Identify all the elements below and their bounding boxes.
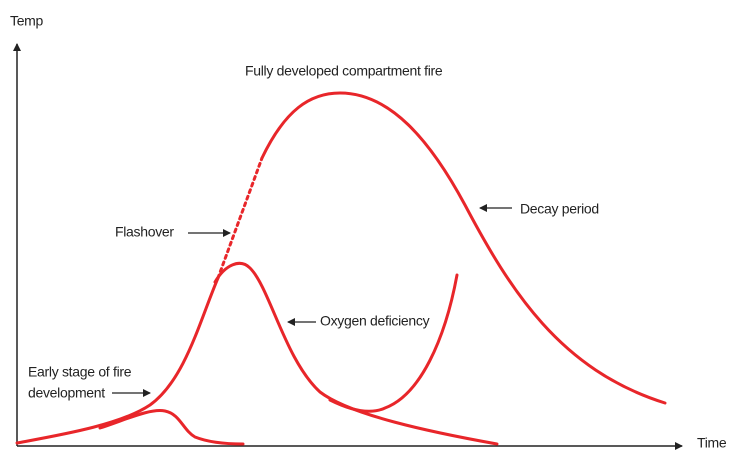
decay-label: Decay period: [520, 201, 599, 217]
reignition-curve: [328, 273, 459, 413]
oxygen-label: Oxygen deficiency: [320, 313, 430, 329]
early-curve: [98, 409, 245, 446]
growth-curve: [15, 276, 220, 445]
oxygen-curve: [213, 262, 499, 446]
y-axis-label: Temp: [10, 13, 44, 29]
early-label: development: [28, 385, 105, 401]
x-axis-label: Time: [697, 435, 727, 451]
developed-curve: [260, 91, 667, 405]
peak-label: Fully developed compartment fire: [245, 63, 443, 79]
early-label: Early stage of fire: [28, 364, 132, 380]
flashover-curve: [216, 156, 264, 280]
flashover-label: Flashover: [115, 224, 174, 240]
